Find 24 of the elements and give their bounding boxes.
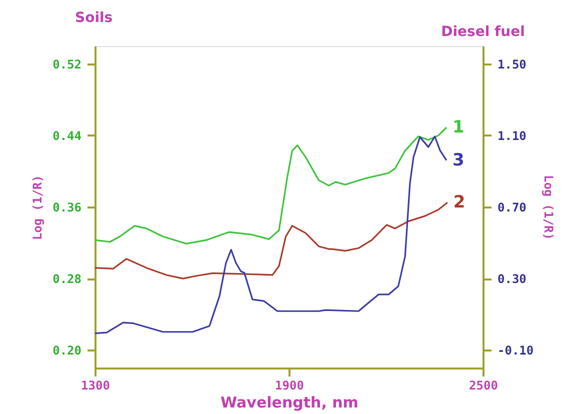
x-tick-label: 1300 [81, 378, 110, 392]
text: Soils [75, 10, 113, 26]
line-series [95, 136, 448, 334]
y-tick-label: 0.52 [52, 57, 82, 72]
y-axis-title: Log (1/R) [30, 174, 45, 240]
y2-tick-label: 1.50 [498, 57, 526, 72]
y-tick-label: 0.20 [52, 344, 82, 358]
y2-tick-label: 1.10 [498, 128, 526, 143]
y2-tick-label: -0.10 [498, 344, 534, 358]
x-tick-label: 2500 [469, 378, 498, 392]
text: Diesel fuel [441, 24, 525, 40]
y2-tick-label: 0.70 [498, 200, 526, 214]
y-tick-label: 0.36 [52, 200, 82, 214]
x-axis-title: Wavelength, nm [220, 394, 358, 412]
y2-tick-label: 0.30 [498, 272, 526, 286]
line-series [95, 126, 448, 244]
series-label: 1 [452, 117, 464, 138]
series-label: 2 [453, 192, 466, 213]
y2-axis-title: Log (1/R) [542, 174, 556, 240]
line-series [95, 202, 448, 280]
y-tick-label: 0.28 [52, 272, 82, 286]
series-label: 3 [452, 150, 464, 170]
x-tick-label: 1900 [275, 378, 304, 392]
y-tick-label: 0.44 [52, 128, 82, 143]
